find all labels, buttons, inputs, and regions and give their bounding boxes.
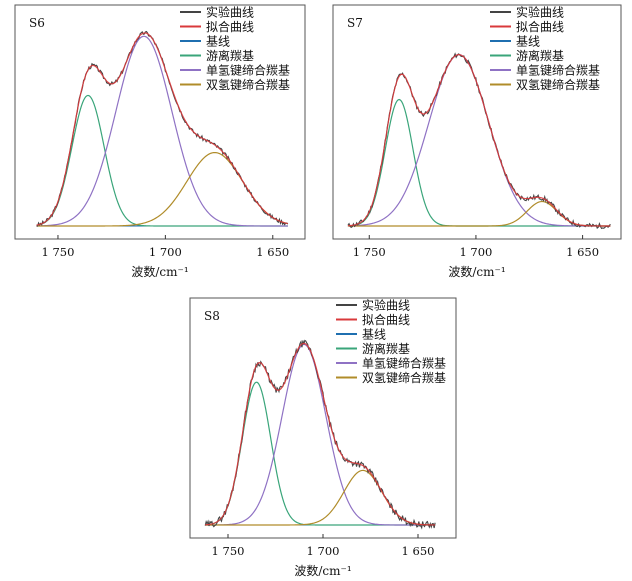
legend-label: 单氢键缔合羰基 bbox=[362, 356, 446, 371]
panel-label: S6 bbox=[29, 16, 45, 30]
legend-label: 游离羰基 bbox=[206, 48, 254, 63]
x-tick-label: 1 750 bbox=[353, 245, 386, 259]
legend-label: 游离羰基 bbox=[362, 341, 410, 356]
x-tick-label: 1 650 bbox=[256, 245, 289, 259]
legend-label: 实验曲线 bbox=[516, 5, 564, 20]
series-line-component-1 bbox=[347, 98, 611, 227]
x-tick-label: 1 700 bbox=[149, 245, 182, 259]
legend-label: 基线 bbox=[206, 35, 230, 49]
series-line-component-3 bbox=[36, 151, 288, 227]
plot-frame bbox=[332, 4, 622, 240]
x-tick-label: 1 700 bbox=[459, 245, 492, 259]
legend-label: 拟合曲线 bbox=[206, 19, 254, 34]
legend-label: 双氢键缔合羰基 bbox=[362, 370, 446, 385]
series-line-component-1 bbox=[36, 94, 288, 227]
chart-panel-s6: S6 1 750 1 700 1 650 波数/cm⁻¹ 实验曲线拟合曲线基线游离羰基单氢… bbox=[14, 4, 306, 279]
series-line-fitted bbox=[36, 32, 288, 226]
legend-label: 单氢键缔合羰基 bbox=[516, 63, 600, 78]
chart-panel-s7: S7 1 750 1 700 1 650 波数/cm⁻¹ 实验曲线拟合曲线基线游离羰基单氢… bbox=[332, 4, 622, 279]
x-axis-label: 波数/cm⁻¹ bbox=[448, 264, 505, 279]
legend-label: 双氢键缔合羰基 bbox=[516, 77, 600, 92]
panel-label: S8 bbox=[204, 309, 220, 323]
x-tick-label: 1 750 bbox=[212, 544, 245, 558]
legend-label: 双氢键缔合羰基 bbox=[206, 77, 290, 92]
x-tick-label: 1 750 bbox=[41, 245, 74, 259]
panel-label: S7 bbox=[347, 16, 363, 30]
plot-frame bbox=[189, 297, 457, 539]
legend-label: 单氢键缔合羰基 bbox=[206, 63, 290, 78]
legend-label: 基线 bbox=[362, 328, 386, 342]
x-axis-label: 波数/cm⁻¹ bbox=[294, 563, 351, 578]
legend-label: 基线 bbox=[516, 35, 540, 49]
x-axis-label: 波数/cm⁻¹ bbox=[131, 264, 188, 279]
series-line-component-2 bbox=[205, 343, 436, 526]
chart-panel-s8: S8 1 750 1 700 1 650 波数/cm⁻¹ 实验曲线拟合曲线基线游离羰基单氢… bbox=[189, 297, 457, 578]
series-line-fitted bbox=[347, 54, 611, 227]
legend-label: 实验曲线 bbox=[206, 5, 254, 20]
legend-label: 游离羰基 bbox=[516, 48, 564, 63]
series-line-fitted bbox=[205, 342, 436, 526]
x-tick-label: 1 700 bbox=[307, 544, 340, 558]
series-line-component-2 bbox=[36, 35, 288, 227]
legend-label: 拟合曲线 bbox=[362, 312, 410, 327]
x-tick-label: 1 650 bbox=[402, 544, 435, 558]
legend-label: 拟合曲线 bbox=[516, 19, 564, 34]
plot-frame bbox=[14, 4, 306, 240]
legend-label: 实验曲线 bbox=[362, 298, 410, 313]
x-tick-label: 1 650 bbox=[566, 245, 599, 259]
